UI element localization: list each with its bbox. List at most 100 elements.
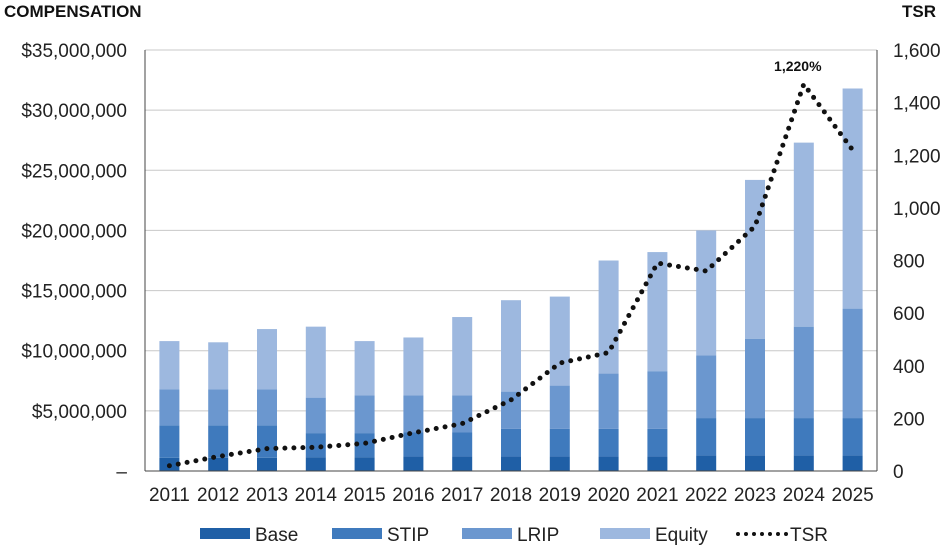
bar-lrip-2016 (403, 395, 424, 433)
bar-base-2016 (403, 456, 424, 471)
bar-equity-2011 (159, 341, 180, 390)
bar-equity-2012 (208, 342, 229, 390)
x-tick-label: 2016 (392, 485, 434, 506)
bar-stip-2023 (745, 418, 765, 456)
right-tick-label: 1,600 (893, 41, 941, 62)
left-tick-label: $5,000,000 (32, 402, 127, 423)
x-tick-label: 2019 (539, 485, 581, 506)
x-tick-label: 2025 (831, 485, 873, 506)
bar-equity-2015 (354, 341, 375, 396)
bar-lrip-2021 (647, 371, 668, 429)
bar-base-2020 (598, 456, 619, 471)
bar-base-2017 (452, 456, 473, 471)
bar-lrip-2022 (696, 355, 717, 419)
bar-equity-2023 (745, 179, 765, 339)
x-tick-label: 2024 (783, 485, 826, 506)
bar-equity-2016 (403, 337, 424, 396)
bar-base-2013 (257, 457, 277, 471)
legend-swatch-lrip (462, 528, 512, 539)
bar-lrip-2015 (354, 395, 375, 434)
left-tick-label: – (116, 462, 127, 483)
bar-stip-2022 (696, 418, 717, 456)
tsr-line-path (166, 78, 856, 469)
bar-stip-2020 (598, 428, 619, 457)
bar-base-2012 (208, 457, 229, 471)
bar-stip-2024 (793, 418, 814, 456)
left-tick-label: $35,000,000 (21, 41, 127, 62)
bar-equity-2017 (452, 317, 473, 396)
bar-base-2015 (354, 457, 375, 471)
left-axis-ticks: – $5,000,000 $10,000,000 $15,000,000 $20,000… (21, 41, 127, 483)
right-tick-label: 800 (893, 252, 925, 273)
x-tick-label: 2017 (441, 485, 483, 506)
bar-lrip-2024 (793, 326, 814, 419)
bar-equity-2019 (549, 296, 570, 386)
right-axis-title: TSR (902, 2, 936, 21)
bar-stip-2017 (452, 432, 473, 457)
bar-base-2018 (501, 456, 521, 471)
x-tick-label: 2018 (490, 485, 532, 506)
bar-base-2019 (549, 456, 570, 471)
bar-lrip-2012 (208, 389, 229, 426)
legend-label-lrip: LRIP (517, 525, 559, 546)
left-tick-label: $20,000,000 (21, 221, 127, 242)
bar-equity-2022 (696, 230, 717, 356)
x-tick-label: 2020 (587, 485, 629, 506)
legend: Base STIP LRIP Equity TSR (200, 525, 828, 546)
bar-equity-2018 (501, 300, 521, 392)
left-axis-title: COMPENSATION (4, 2, 142, 21)
bar-lrip-2013 (257, 389, 277, 426)
bar-lrip-2011 (159, 389, 180, 426)
bar-stip-2014 (305, 433, 326, 458)
bar-base-2023 (745, 455, 765, 471)
bar-equity-2020 (598, 260, 619, 374)
bar-equity-2025 (842, 88, 863, 309)
right-axis-ticks: 0 200 400 600 800 1,000 1,200 1,400 1,600 (893, 41, 941, 483)
bar-lrip-2014 (305, 397, 326, 434)
plot-frame (144, 50, 878, 472)
bar-stip-2018 (501, 428, 521, 457)
stacked-bars (159, 88, 863, 471)
legend-swatch-equity (600, 528, 650, 539)
legend-swatch-stip (332, 528, 382, 539)
bar-equity-2013 (257, 329, 277, 390)
bar-stip-2016 (403, 432, 424, 457)
bar-base-2014 (305, 457, 326, 471)
bar-stip-2025 (842, 418, 863, 456)
bar-base-2024 (793, 455, 814, 471)
x-tick-label: 2011 (149, 485, 190, 506)
bar-equity-2021 (647, 252, 668, 372)
bar-stip-2011 (159, 425, 180, 458)
right-tick-label: 0 (893, 462, 904, 483)
bar-lrip-2017 (452, 395, 473, 433)
legend-label-tsr: TSR (790, 525, 828, 546)
x-tick-label: 2023 (734, 485, 776, 506)
bar-stip-2012 (208, 425, 229, 458)
x-tick-label: 2015 (343, 485, 385, 506)
right-tick-label: 600 (893, 304, 925, 325)
right-tick-label: 200 (893, 409, 925, 430)
legend-swatch-base (200, 528, 250, 539)
x-tick-label: 2022 (685, 485, 727, 506)
bar-lrip-2019 (549, 385, 570, 429)
bar-stip-2021 (647, 428, 668, 457)
bar-lrip-2025 (842, 308, 863, 419)
left-tick-label: $15,000,000 (21, 282, 127, 303)
tsr-peak-annotation: 1,220% (774, 58, 822, 74)
bar-equity-2014 (305, 326, 326, 398)
bar-base-2021 (647, 456, 668, 471)
right-tick-label: 1,000 (893, 199, 941, 220)
left-tick-label: $10,000,000 (21, 342, 127, 363)
legend-label-base: Base (255, 525, 298, 546)
x-tick-label: 2021 (636, 485, 678, 506)
right-tick-label: 1,400 (893, 94, 941, 115)
x-axis-ticks: 2011 2012 2013 2014 2015 2016 2017 2018 2019 2020… (149, 485, 874, 506)
x-tick-label: 2013 (246, 485, 288, 506)
bar-stip-2013 (257, 425, 277, 458)
legend-label-equity: Equity (655, 525, 708, 546)
bar-lrip-2020 (598, 373, 619, 429)
right-tick-label: 400 (893, 357, 925, 378)
left-tick-label: $30,000,000 (21, 101, 127, 122)
right-tick-label: 1,200 (893, 146, 941, 167)
tsr-line (166, 78, 856, 469)
